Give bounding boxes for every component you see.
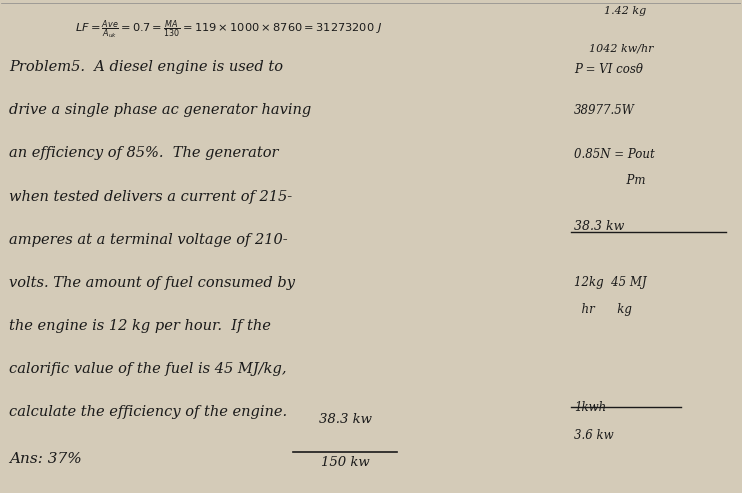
Text: when tested delivers a current of 215-: when tested delivers a current of 215- <box>9 190 292 204</box>
Text: drive a single phase ac generator having: drive a single phase ac generator having <box>9 104 311 117</box>
Text: amperes at a terminal voltage of 210-: amperes at a terminal voltage of 210- <box>9 233 288 247</box>
Text: 38.3 kw: 38.3 kw <box>574 219 625 233</box>
Text: volts. The amount of fuel consumed by: volts. The amount of fuel consumed by <box>9 276 295 290</box>
Text: 38.3 kw: 38.3 kw <box>318 414 372 426</box>
Text: hr      kg: hr kg <box>574 303 632 316</box>
Text: Pm: Pm <box>574 174 646 187</box>
Text: Ans: 37%: Ans: 37% <box>9 453 82 466</box>
Text: 1.42 kg: 1.42 kg <box>604 6 646 16</box>
Text: an efficiency of 85%.  The generator: an efficiency of 85%. The generator <box>9 146 278 161</box>
Text: 1042 kw/hr: 1042 kw/hr <box>589 43 654 53</box>
Text: 12kg  45 MJ: 12kg 45 MJ <box>574 276 647 289</box>
Text: 1kwh: 1kwh <box>574 401 606 414</box>
Text: Problem5.  A diesel engine is used to: Problem5. A diesel engine is used to <box>9 60 283 74</box>
Text: 38977.5W: 38977.5W <box>574 105 635 117</box>
Text: $LF = \frac{Ave}{A_{uk}} = 0.7 = \frac{MA}{130} = 119\times1000\times8760 = 3127: $LF = \frac{Ave}{A_{uk}} = 0.7 = \frac{M… <box>75 19 382 41</box>
Text: 150 kw: 150 kw <box>321 456 370 469</box>
Text: P = VI cosθ: P = VI cosθ <box>574 63 643 75</box>
Text: calculate the efficiency of the engine.: calculate the efficiency of the engine. <box>9 405 287 420</box>
Text: 0.85N = Pout: 0.85N = Pout <box>574 148 655 161</box>
Text: 3.6 kw: 3.6 kw <box>574 429 614 442</box>
Text: the engine is 12 kg per hour.  If the: the engine is 12 kg per hour. If the <box>9 319 271 333</box>
Text: calorific value of the fuel is 45 MJ/kg,: calorific value of the fuel is 45 MJ/kg, <box>9 362 286 376</box>
